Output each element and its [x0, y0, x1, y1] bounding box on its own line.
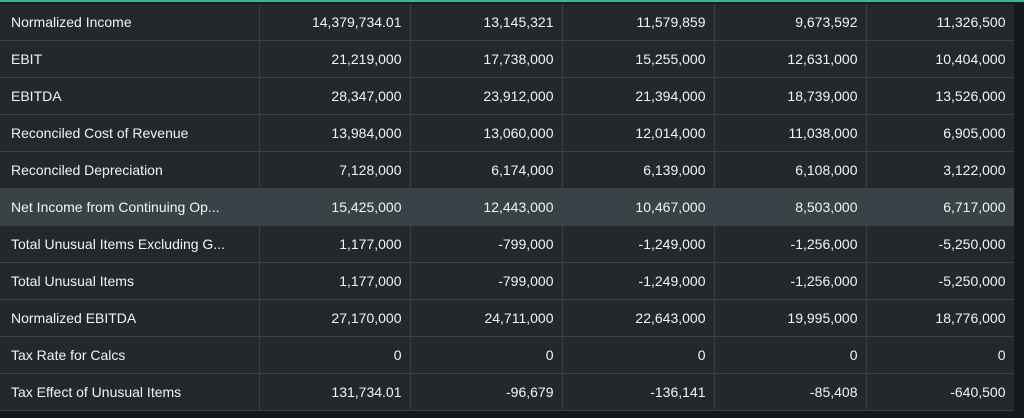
- table-cell: 18,776,000: [866, 299, 1015, 337]
- table-cell: 3,122,000: [866, 151, 1015, 189]
- table-cell: 6,174,000: [410, 151, 563, 189]
- table-cell: -1,256,000: [714, 225, 867, 263]
- table-cell: 0: [259, 336, 411, 374]
- table-cell: -640,500: [866, 373, 1015, 411]
- table-cell: 0: [866, 336, 1015, 374]
- table-cell: -1,256,000: [714, 262, 867, 300]
- table-cell: 6,717,000: [866, 188, 1015, 226]
- table-cell: -1,249,000: [562, 262, 715, 300]
- table-cell: 0: [714, 336, 867, 374]
- table-cell: 9,673,592: [714, 4, 867, 41]
- table-cell: 10,467,000: [562, 188, 715, 226]
- table-row[interactable]: Tax Rate for Calcs 0 0 0 0 0: [0, 336, 1015, 374]
- table-row[interactable]: Total Unusual Items 1,177,000 -799,000 -…: [0, 262, 1015, 300]
- table-cell: 15,255,000: [562, 40, 715, 78]
- table-row[interactable]: Reconciled Depreciation 7,128,000 6,174,…: [0, 151, 1015, 189]
- table-cell: 12,014,000: [562, 114, 715, 152]
- table-cell: 21,394,000: [562, 77, 715, 115]
- table-cell: 12,443,000: [410, 188, 563, 226]
- table-cell: 18,739,000: [714, 77, 867, 115]
- table-row[interactable]: Total Unusual Items Excluding G... 1,177…: [0, 225, 1015, 263]
- table-cell: 13,145,321: [410, 4, 563, 41]
- table-cell: 28,347,000: [259, 77, 411, 115]
- table-cell: 17,738,000: [410, 40, 563, 78]
- table-cell: 0: [562, 336, 715, 374]
- table-cell: 13,984,000: [259, 114, 411, 152]
- table-cell: -85,408: [714, 373, 867, 411]
- table-cell: 6,108,000: [714, 151, 867, 189]
- scroll-gutter: [1014, 4, 1024, 418]
- row-label: Reconciled Depreciation: [0, 151, 260, 189]
- row-label: Normalized EBITDA: [0, 299, 260, 337]
- table-cell: 1,177,000: [259, 262, 411, 300]
- table-row-highlighted[interactable]: Net Income from Continuing Op... 15,425,…: [0, 188, 1015, 226]
- table-cell: 21,219,000: [259, 40, 411, 78]
- financials-table-container: Normalized Income 14,379,734.01 13,145,3…: [0, 4, 1024, 411]
- table-cell: 12,631,000: [714, 40, 867, 78]
- table-cell: -96,679: [410, 373, 563, 411]
- row-label: EBITDA: [0, 77, 260, 115]
- table-cell: 22,643,000: [562, 299, 715, 337]
- table-cell: 15,425,000: [259, 188, 411, 226]
- table-cell: -5,250,000: [866, 262, 1015, 300]
- table-cell: 13,060,000: [410, 114, 563, 152]
- table-row[interactable]: Normalized Income 14,379,734.01 13,145,3…: [0, 4, 1015, 41]
- table-cell: 7,128,000: [259, 151, 411, 189]
- financials-table: Normalized Income 14,379,734.01 13,145,3…: [0, 4, 1015, 411]
- top-accent-bar: [0, 0, 1024, 2]
- table-cell: 8,503,000: [714, 188, 867, 226]
- table-cell: 11,038,000: [714, 114, 867, 152]
- table-row[interactable]: Normalized EBITDA 27,170,000 24,711,000 …: [0, 299, 1015, 337]
- table-cell: 1,177,000: [259, 225, 411, 263]
- table-row[interactable]: Tax Effect of Unusual Items 131,734.01 -…: [0, 373, 1015, 411]
- table-cell: -799,000: [410, 262, 563, 300]
- row-label: Total Unusual Items Excluding G...: [0, 225, 260, 263]
- table-cell: 11,326,500: [866, 4, 1015, 41]
- row-label: Tax Effect of Unusual Items: [0, 373, 260, 411]
- row-label: Total Unusual Items: [0, 262, 260, 300]
- table-cell: 11,579,859: [562, 4, 715, 41]
- table-cell: 6,139,000: [562, 151, 715, 189]
- table-cell: 10,404,000: [866, 40, 1015, 78]
- table-cell: 0: [410, 336, 563, 374]
- table-cell: -136,141: [562, 373, 715, 411]
- table-row[interactable]: EBIT 21,219,000 17,738,000 15,255,000 12…: [0, 40, 1015, 78]
- row-label: Normalized Income: [0, 4, 260, 41]
- table-cell: 6,905,000: [866, 114, 1015, 152]
- table-cell: -1,249,000: [562, 225, 715, 263]
- row-label: Net Income from Continuing Op...: [0, 188, 260, 226]
- table-cell: 23,912,000: [410, 77, 563, 115]
- table-cell: -5,250,000: [866, 225, 1015, 263]
- table-cell: 131,734.01: [259, 373, 411, 411]
- table-row[interactable]: EBITDA 28,347,000 23,912,000 21,394,000 …: [0, 77, 1015, 115]
- table-cell: 27,170,000: [259, 299, 411, 337]
- table-cell: 14,379,734.01: [259, 4, 411, 41]
- table-cell: 13,526,000: [866, 77, 1015, 115]
- table-cell: -799,000: [410, 225, 563, 263]
- table-cell: 19,995,000: [714, 299, 867, 337]
- table-cell: 24,711,000: [410, 299, 563, 337]
- row-label: EBIT: [0, 40, 260, 78]
- row-label: Tax Rate for Calcs: [0, 336, 260, 374]
- table-row[interactable]: Reconciled Cost of Revenue 13,984,000 13…: [0, 114, 1015, 152]
- row-label: Reconciled Cost of Revenue: [0, 114, 260, 152]
